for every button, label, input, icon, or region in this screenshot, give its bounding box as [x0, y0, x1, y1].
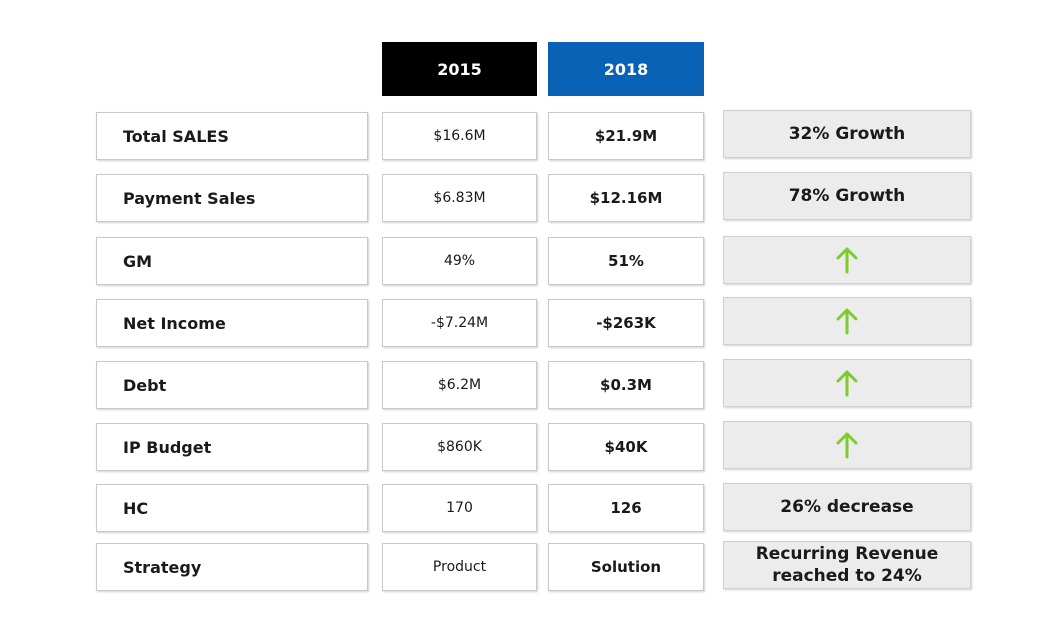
- up-arrow-icon: [836, 432, 858, 459]
- up-arrow-icon: [836, 247, 858, 274]
- header-2018: 2018: [548, 42, 704, 96]
- row-label-total-sales: Total SALES: [96, 112, 368, 160]
- header-2015: 2015: [382, 42, 537, 96]
- row-label-gm: GM: [96, 237, 368, 285]
- value-2015-payment-sales: $6.83M: [382, 174, 537, 222]
- note-hc: 26% decrease: [723, 483, 971, 531]
- row-label-payment-sales: Payment Sales: [96, 174, 368, 222]
- note-strategy-line2: reached to 24%: [772, 566, 922, 586]
- value-2018-total-sales: $21.9M: [548, 112, 704, 160]
- value-2018-gm: 51%: [548, 237, 704, 285]
- note-gm: [723, 236, 971, 284]
- value-2015-gm: 49%: [382, 237, 537, 285]
- note-strategy-line1: Recurring Revenue: [755, 544, 939, 564]
- value-2015-total-sales: $16.6M: [382, 112, 537, 160]
- value-2018-hc: 126: [548, 484, 704, 532]
- row-label-ip-budget: IP Budget: [96, 423, 368, 471]
- value-2018-net-income: -$263K: [548, 299, 704, 347]
- note-net-income: [723, 297, 971, 345]
- note-strategy: Recurring Revenue reached to 24%: [723, 541, 971, 589]
- value-2018-debt: $0.3M: [548, 361, 704, 409]
- row-label-strategy: Strategy: [96, 543, 368, 591]
- up-arrow-icon: [836, 370, 858, 397]
- value-2018-ip-budget: $40K: [548, 423, 704, 471]
- up-arrow-icon: [836, 308, 858, 335]
- note-ip-budget: [723, 421, 971, 469]
- note-total-sales: 32% Growth: [723, 110, 971, 158]
- value-2015-net-income: -$7.24M: [382, 299, 537, 347]
- row-label-debt: Debt: [96, 361, 368, 409]
- value-2015-debt: $6.2M: [382, 361, 537, 409]
- value-2018-strategy: Solution: [548, 543, 704, 591]
- value-2015-ip-budget: $860K: [382, 423, 537, 471]
- value-2015-hc: 170: [382, 484, 537, 532]
- value-2015-strategy: Product: [382, 543, 537, 591]
- row-label-net-income: Net Income: [96, 299, 368, 347]
- value-2018-payment-sales: $12.16M: [548, 174, 704, 222]
- note-debt: [723, 359, 971, 407]
- row-label-hc: HC: [96, 484, 368, 532]
- note-payment-sales: 78% Growth: [723, 172, 971, 220]
